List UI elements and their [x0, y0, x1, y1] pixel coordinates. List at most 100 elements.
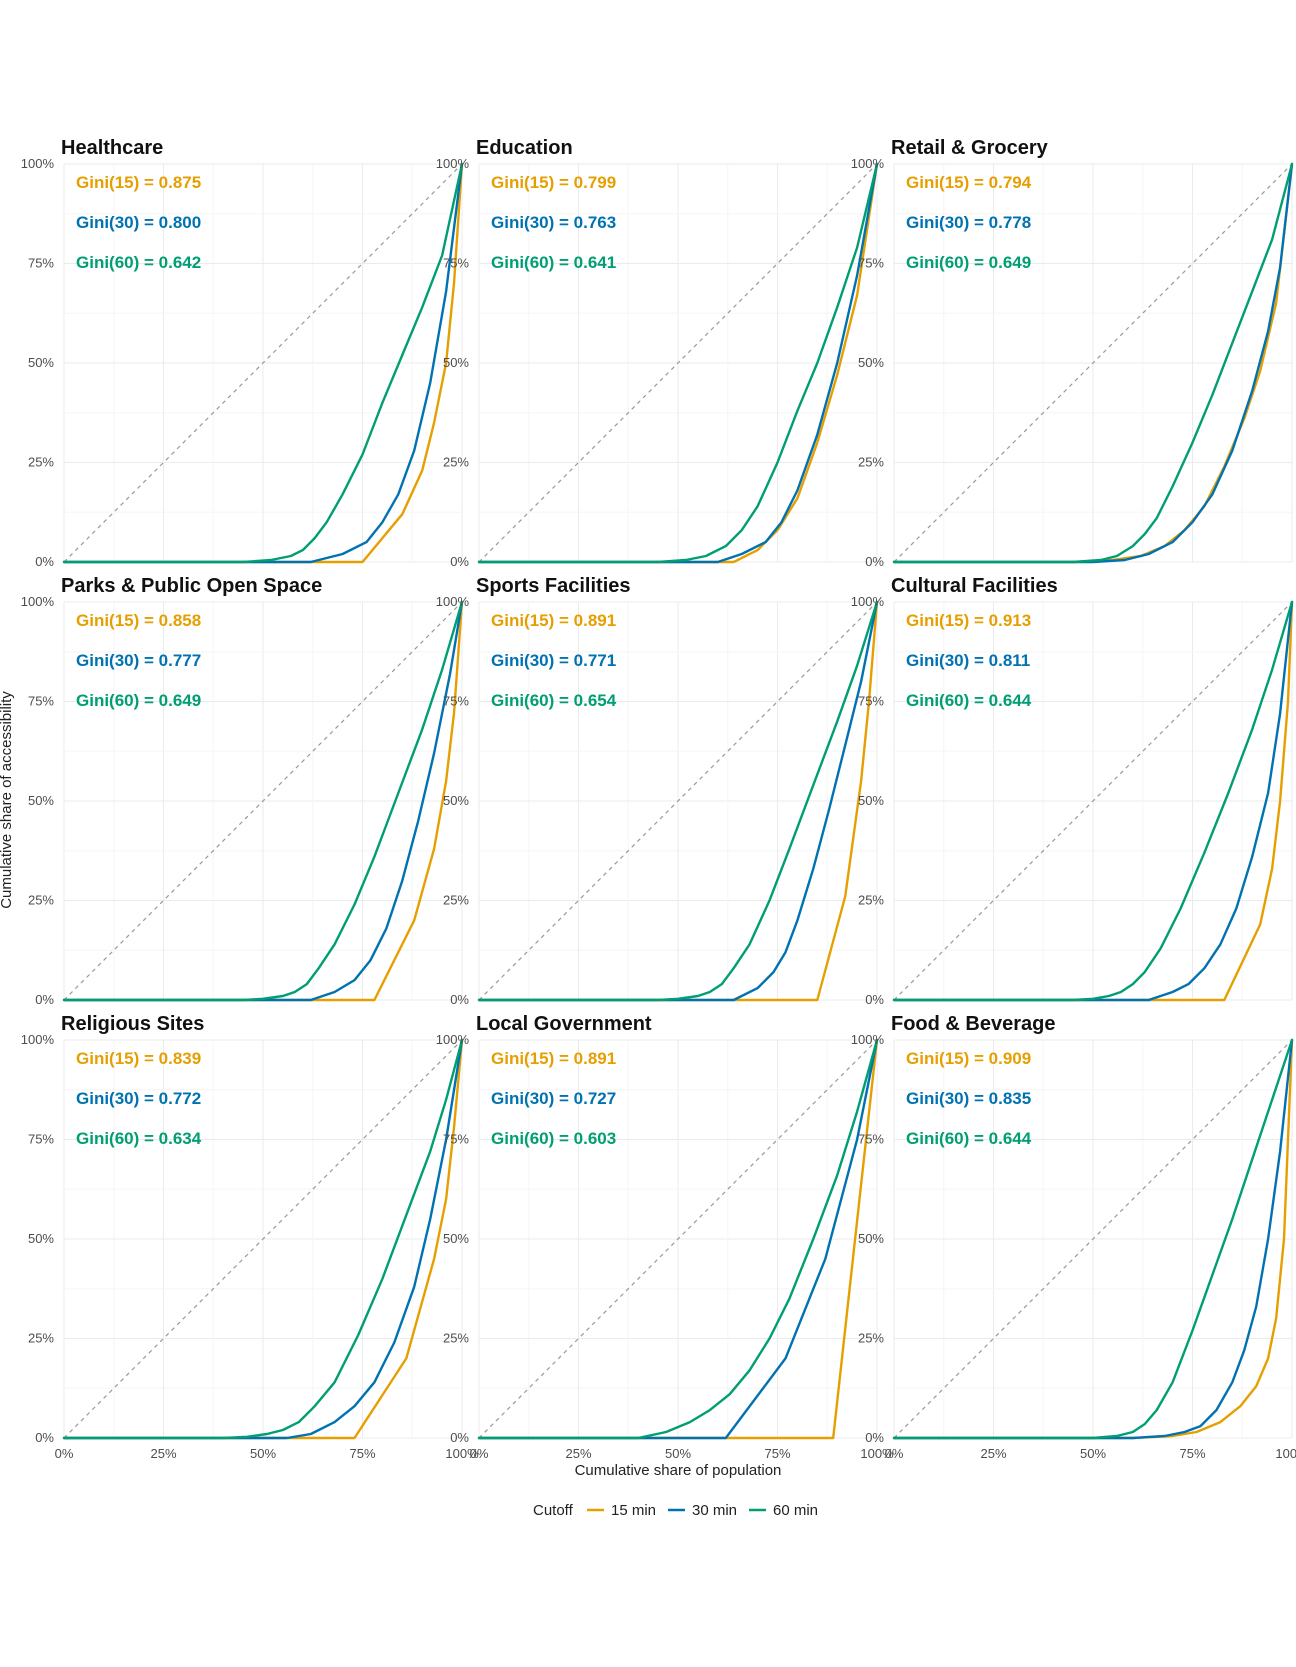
- panel-local-government: Local Government Gini(15) = 0.891 Gini(30)…: [436, 1013, 894, 1461]
- legend-label-60: 60 min: [773, 1502, 818, 1519]
- panel-title: Healthcare: [61, 137, 163, 159]
- x-tick-label: 25%: [150, 1446, 176, 1461]
- series-line-60-min: [477, 162, 879, 564]
- y-tick-label: 0%: [865, 554, 884, 569]
- panel-parks-public-open-space: Parks & Public Open Space Gini(15) = 0.85…: [21, 575, 464, 1007]
- y-tick-label: 25%: [443, 1331, 469, 1346]
- x-tick-label: 100%: [860, 1446, 894, 1461]
- y-tick-label: 25%: [443, 455, 469, 470]
- y-tick-label: 0%: [450, 1430, 469, 1445]
- panel-cultural-facilities: Cultural Facilities Gini(15) = 0.913 Gini(…: [851, 575, 1294, 1007]
- legend: Cutoff 15 min 30 min 60 min: [533, 1502, 818, 1519]
- gini-label-15-min: Gini(15) = 0.891: [491, 1049, 616, 1068]
- panel-title: Sports Facilities: [476, 575, 631, 597]
- series-line-60-min: [892, 600, 1294, 1002]
- y-tick-label: 100%: [21, 156, 55, 171]
- gini-label-15-min: Gini(15) = 0.794: [906, 173, 1032, 192]
- x-tick-label: 25%: [980, 1446, 1006, 1461]
- gini-label-15-min: Gini(15) = 0.891: [491, 611, 616, 630]
- y-tick-label: 50%: [28, 355, 54, 370]
- x-tick-label: 75%: [764, 1446, 790, 1461]
- y-tick-label: 25%: [858, 455, 884, 470]
- y-tick-label: 0%: [35, 1430, 54, 1445]
- gini-label-60-min: Gini(60) = 0.649: [76, 691, 201, 710]
- panel-title: Religious Sites: [61, 1013, 204, 1035]
- equality-diagonal: [893, 1039, 1293, 1439]
- x-tick-label: 0%: [885, 1446, 904, 1461]
- y-tick-label: 100%: [436, 156, 470, 171]
- y-tick-label: 0%: [35, 992, 54, 1007]
- x-tick-label: 25%: [565, 1446, 591, 1461]
- panel-religious-sites: Religious Sites Gini(15) = 0.839 Gini(30) …: [21, 1013, 479, 1461]
- y-tick-label: 50%: [858, 793, 884, 808]
- gini-label-60-min: Gini(60) = 0.603: [491, 1129, 616, 1148]
- equality-diagonal: [893, 163, 1293, 563]
- y-tick-label: 25%: [28, 893, 54, 908]
- series-line-60-min: [62, 600, 464, 1002]
- gini-label-15-min: Gini(15) = 0.913: [906, 611, 1031, 630]
- y-tick-label: 50%: [28, 793, 54, 808]
- y-tick-label: 0%: [450, 554, 469, 569]
- gini-label-15-min: Gini(15) = 0.909: [906, 1049, 1031, 1068]
- series-line-30-min: [477, 162, 879, 564]
- series-line-30-min: [62, 162, 464, 564]
- y-tick-label: 25%: [443, 893, 469, 908]
- x-tick-label: 50%: [1080, 1446, 1106, 1461]
- y-tick-label: 75%: [443, 256, 469, 271]
- y-tick-label: 100%: [851, 1032, 885, 1047]
- gini-label-60-min: Gini(60) = 0.649: [906, 253, 1031, 272]
- panel-sports-facilities: Sports Facilities Gini(15) = 0.891 Gini(30…: [436, 575, 879, 1007]
- gini-label-15-min: Gini(15) = 0.875: [76, 173, 201, 192]
- y-tick-label: 100%: [436, 594, 470, 609]
- gini-label-60-min: Gini(60) = 0.644: [906, 691, 1032, 710]
- gini-label-60-min: Gini(60) = 0.644: [906, 1129, 1032, 1148]
- equality-diagonal: [478, 1039, 878, 1439]
- panel-title: Parks & Public Open Space: [61, 575, 322, 597]
- legend-label-15: 15 min: [611, 1502, 656, 1519]
- x-tick-label: 75%: [1179, 1446, 1205, 1461]
- gini-label-60-min: Gini(60) = 0.634: [76, 1129, 202, 1148]
- panel-healthcare: Healthcare Gini(15) = 0.875 Gini(30) = 0.8…: [21, 137, 464, 569]
- y-tick-label: 100%: [851, 156, 885, 171]
- y-tick-label: 50%: [858, 1231, 884, 1246]
- gini-label-30-min: Gini(30) = 0.771: [491, 651, 616, 670]
- y-tick-label: 0%: [35, 554, 54, 569]
- y-tick-label: 75%: [28, 256, 54, 271]
- series-line-60-min: [892, 1038, 1294, 1440]
- equality-diagonal: [478, 601, 878, 1001]
- gini-label-15-min: Gini(15) = 0.799: [491, 173, 616, 192]
- series-line-60-min: [477, 600, 879, 1002]
- y-tick-label: 50%: [443, 355, 469, 370]
- y-tick-label: 25%: [28, 1331, 54, 1346]
- y-tick-label: 50%: [443, 793, 469, 808]
- series-line-30-min: [477, 1038, 879, 1440]
- panel-title: Cultural Facilities: [891, 575, 1058, 597]
- x-tick-label: 75%: [349, 1446, 375, 1461]
- gini-label-15-min: Gini(15) = 0.839: [76, 1049, 201, 1068]
- series-line-60-min: [892, 162, 1294, 564]
- gini-label-60-min: Gini(60) = 0.642: [76, 253, 201, 272]
- y-tick-label: 100%: [851, 594, 885, 609]
- equality-diagonal: [478, 163, 878, 563]
- series-line-30-min: [62, 1038, 464, 1440]
- y-tick-label: 0%: [865, 1430, 884, 1445]
- x-axis-title: Cumulative share of population: [575, 1462, 782, 1479]
- equality-diagonal: [893, 601, 1293, 1001]
- gini-label-60-min: Gini(60) = 0.654: [491, 691, 617, 710]
- y-tick-label: 0%: [865, 992, 884, 1007]
- gini-label-60-min: Gini(60) = 0.641: [491, 253, 616, 272]
- y-tick-label: 75%: [858, 1132, 884, 1147]
- panel-title: Food & Beverage: [891, 1013, 1055, 1035]
- y-tick-label: 50%: [858, 355, 884, 370]
- series-line-60-min: [477, 1038, 879, 1440]
- y-tick-label: 75%: [28, 1132, 54, 1147]
- y-tick-label: 100%: [21, 1032, 55, 1047]
- legend-title: Cutoff: [533, 1502, 574, 1519]
- equality-diagonal: [63, 1039, 463, 1439]
- gini-label-30-min: Gini(30) = 0.811: [906, 651, 1030, 670]
- y-tick-label: 50%: [443, 1231, 469, 1246]
- equality-diagonal: [63, 601, 463, 1001]
- series-line-30-min: [892, 162, 1294, 564]
